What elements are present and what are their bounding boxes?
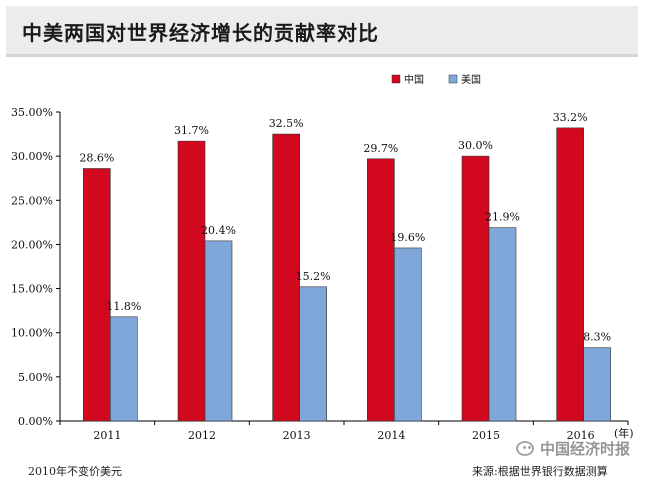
usa-value-label: 11.8% [106, 300, 141, 313]
y-tick-label: 5.00% [18, 371, 53, 384]
china-value-label: 33.2% [553, 111, 588, 124]
x-tick-label: 2012 [188, 429, 216, 442]
x-tick-label: 2015 [472, 429, 500, 442]
usa-bar [110, 316, 138, 422]
china-value-label: 28.6% [79, 152, 114, 165]
chart-title: 中美两国对世界经济增长的贡献率对比 [22, 21, 379, 45]
china-value-label: 32.5% [269, 117, 304, 130]
legend-label: 中国 [404, 73, 424, 86]
price-basis-note: 2010年不变价美元 [28, 465, 122, 478]
x-unit-label: (年) [614, 426, 634, 440]
y-tick-label: 25.00% [11, 194, 53, 207]
y-tick-label: 15.00% [11, 283, 53, 296]
china-bar [177, 140, 206, 422]
china-value-label: 29.7% [363, 142, 398, 155]
usa-value-label: 20.4% [201, 224, 236, 237]
title-bar: 中美两国对世界经济增长的贡献率对比 [6, 6, 638, 57]
source-note: 来源:根据世界银行数据测算 [472, 465, 608, 478]
usa-value-label: 8.3% [583, 331, 611, 344]
wechat-icon [516, 441, 534, 456]
usa-value-label: 19.6% [390, 231, 425, 244]
y-tick-label: 35.00% [11, 106, 53, 119]
y-tick-label: 10.00% [11, 327, 53, 340]
china-bar [556, 127, 584, 422]
watermark: 中国经济时报 [516, 438, 630, 459]
usa-bar [583, 347, 611, 422]
china-bar [272, 133, 300, 422]
y-tick-label: 30.00% [11, 150, 53, 163]
legend-swatch [391, 74, 401, 84]
china-bar [367, 158, 395, 422]
usa-bar [488, 227, 517, 422]
x-tick-label: 2014 [377, 429, 405, 442]
legend-label: 美国 [461, 73, 481, 86]
china-bar [83, 168, 111, 422]
x-tick-label: 2011 [93, 429, 121, 442]
legend-swatch [448, 74, 458, 84]
usa-bar [299, 286, 327, 422]
watermark-text: 中国经济时报 [540, 440, 631, 458]
usa-value-label: 15.2% [296, 270, 331, 283]
china-value-label: 31.7% [174, 124, 209, 137]
y-tick-label: 0.00% [18, 415, 53, 428]
china-value-label: 30.0% [458, 139, 493, 152]
usa-bar [204, 240, 233, 422]
y-tick-label: 20.00% [11, 238, 53, 251]
china-bar [461, 155, 490, 422]
x-tick-label: 2016 [567, 429, 595, 442]
usa-bar [394, 247, 422, 422]
usa-value-label: 21.9% [485, 211, 520, 224]
x-tick-label: 2013 [283, 429, 311, 442]
